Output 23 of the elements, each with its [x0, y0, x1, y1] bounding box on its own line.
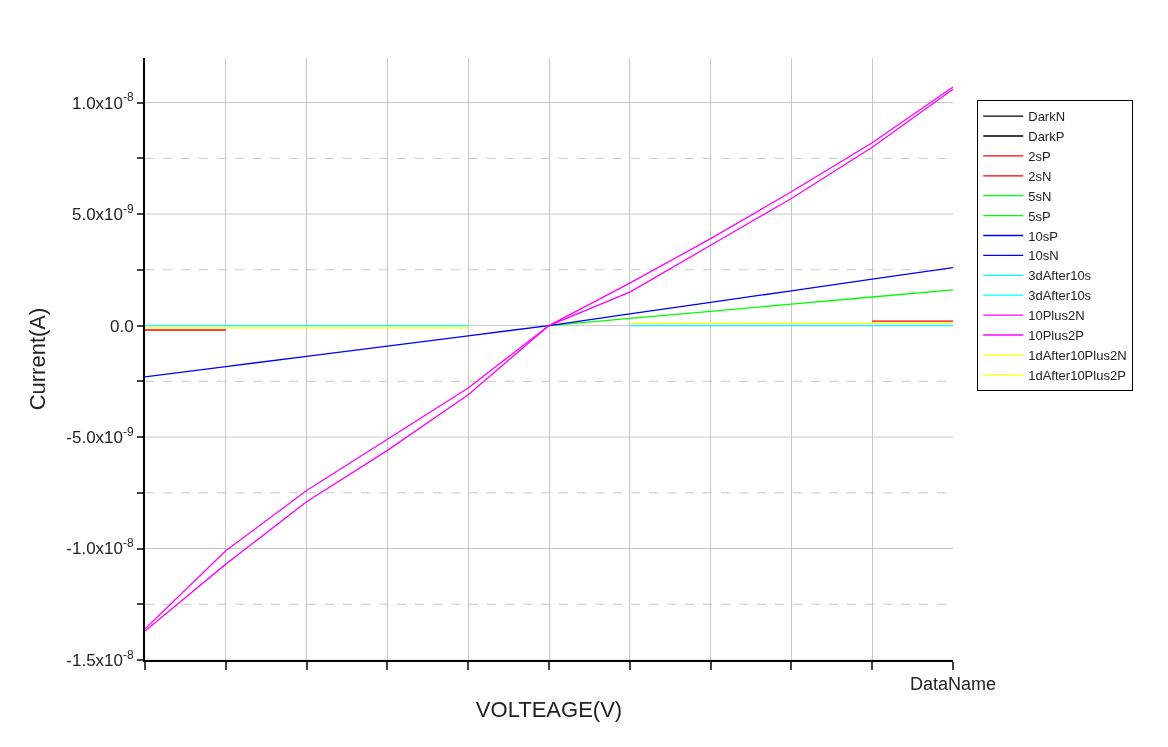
- y-tick-label: 5.0x10$^{-9}$: [71, 201, 134, 225]
- legend-label: 2sN: [1028, 168, 1052, 184]
- legend-label: 10sN: [1028, 248, 1059, 264]
- y-tick-label: 0.0: [109, 316, 134, 336]
- legend-label: 1dAfter10Plus2P: [1028, 367, 1126, 383]
- y-tick-label: 1.0x10$^{-8}$: [71, 90, 134, 113]
- legend-label: DarkN: [1028, 109, 1066, 125]
- text: DataName: [910, 674, 997, 694]
- y-tick-label: -1.5x10$^{-8}$: [66, 647, 134, 670]
- legend-label: 1dAfter10Plus2N: [1028, 347, 1127, 363]
- y-axis-title: Current(A): [24, 307, 50, 411]
- legend-label: 5sP: [1028, 208, 1051, 224]
- legend-label: 10Plus2N: [1028, 308, 1085, 324]
- x-axis-title: VOLTEAGE(V): [475, 696, 623, 722]
- legend-label: 10Plus2P: [1028, 328, 1084, 344]
- legend-label: 2sP: [1028, 148, 1051, 164]
- legend-label: DarkP: [1028, 129, 1065, 145]
- legend-label: 3dAfter10s: [1028, 288, 1092, 304]
- legend-label: 3dAfter10s: [1028, 268, 1092, 284]
- y-tick-label: -1.0x10$^{-8}$: [66, 536, 134, 559]
- legend-label: 5sN: [1028, 188, 1052, 204]
- legend-label: 10sP: [1028, 228, 1058, 244]
- y-tick-label: -5.0x10$^{-9}$: [66, 424, 134, 447]
